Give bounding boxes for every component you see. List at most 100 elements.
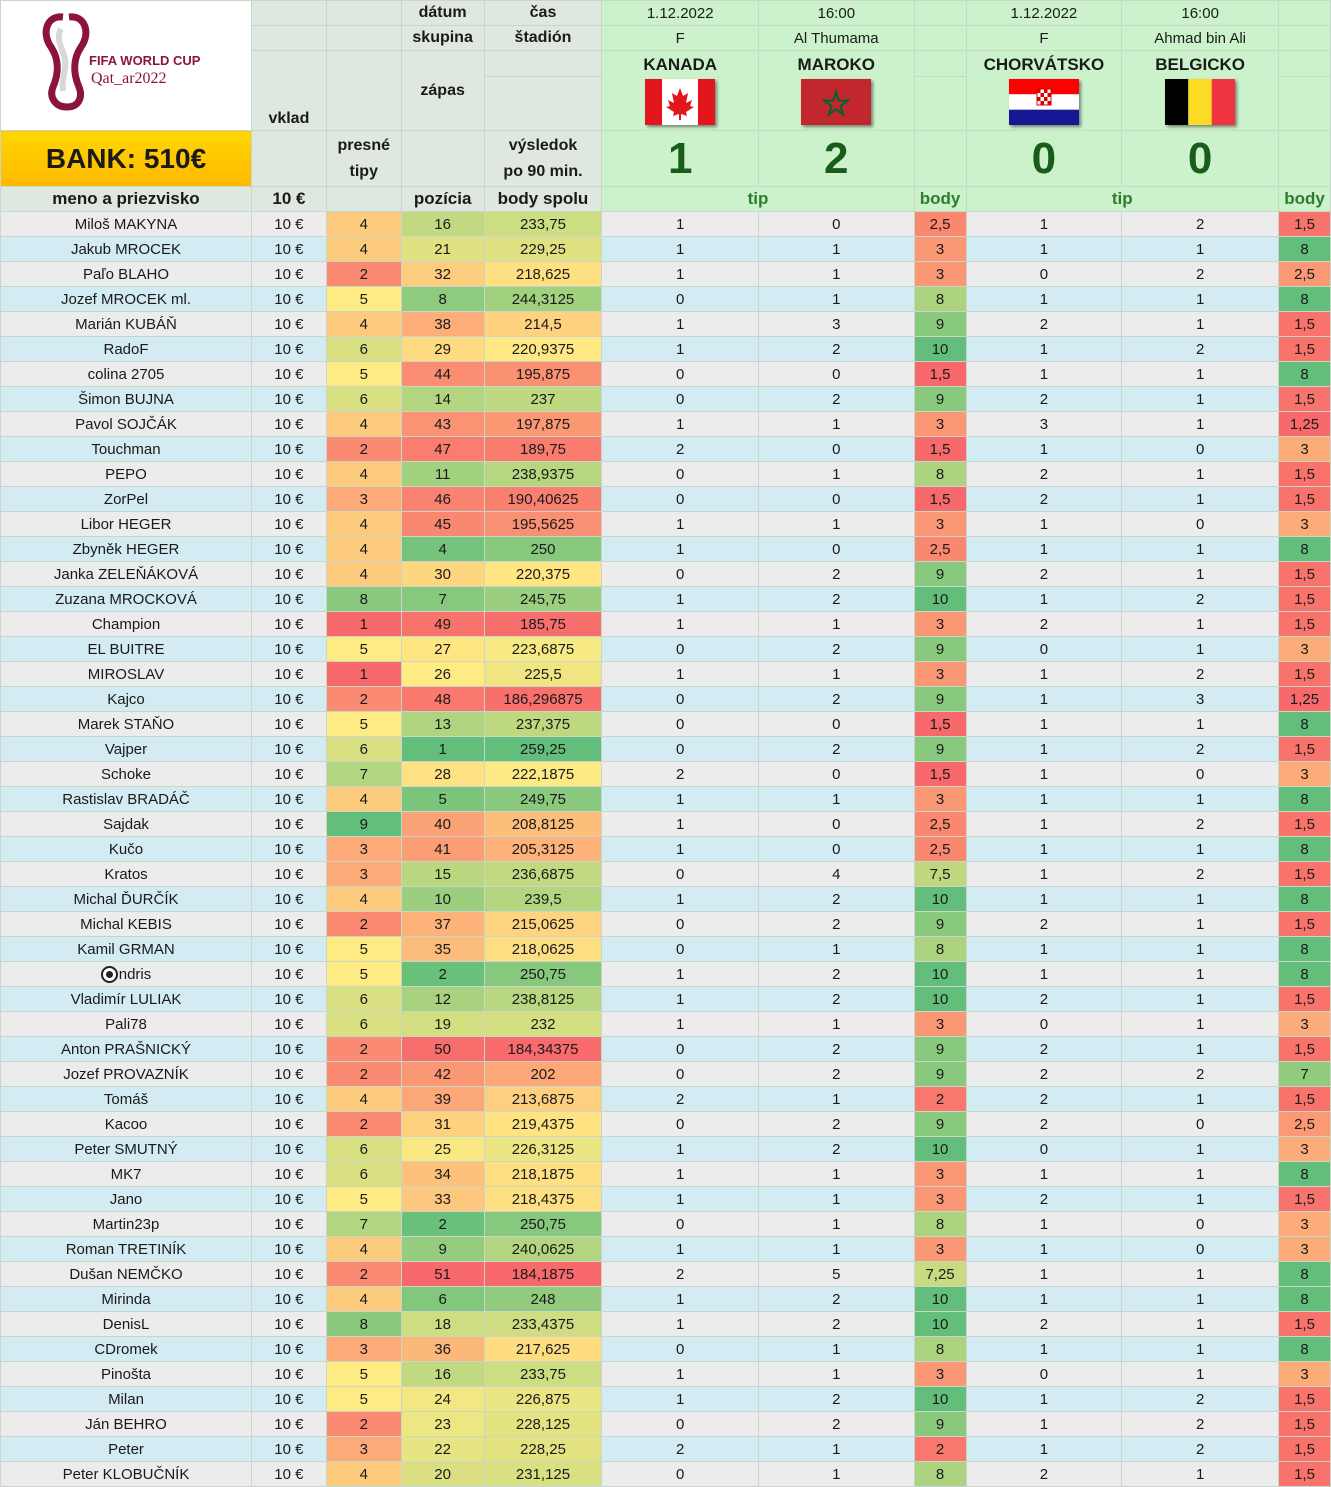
player-name: Paľo BLAHO <box>0 261 252 287</box>
player-body-m2: 1,5 <box>1277 1311 1331 1337</box>
player-body-spolu: 225,5 <box>483 661 603 687</box>
table-row: PEPO 10 €4 11 238,9375 0 1 8 2 1 1,5 <box>0 461 1331 487</box>
player-presne-tipy: 2 <box>325 686 402 712</box>
player-tip-m2-home: 1 <box>965 286 1123 312</box>
player-tip-m2-away: 1 <box>1121 1461 1279 1487</box>
player-body-m1: 3 <box>913 511 967 537</box>
belgium-flag-icon <box>1165 79 1236 125</box>
player-presne-tipy: 2 <box>325 1261 402 1287</box>
player-presne-tipy: 4 <box>325 211 402 237</box>
player-pozicia: 21 <box>400 236 485 262</box>
player-tip-m2-away: 1 <box>1121 961 1279 987</box>
player-body-m1: 10 <box>913 1136 967 1162</box>
player-pozicia: 40 <box>400 811 485 837</box>
player-vklad: 10 € <box>251 1386 327 1412</box>
player-tip-m1-home: 1 <box>601 786 759 812</box>
player-name: Schoke <box>0 761 252 787</box>
player-tip-m2-away: 1 <box>1121 1361 1279 1387</box>
player-presne-tipy: 4 <box>325 411 402 437</box>
player-name: Tomáš <box>0 1086 252 1112</box>
player-body-m2: 1,5 <box>1277 211 1331 237</box>
player-tip-m2-away: 2 <box>1121 586 1279 612</box>
player-pozicia: 2 <box>400 1211 485 1237</box>
player-tip-m1-home: 1 <box>601 886 759 912</box>
player-presne-tipy: 4 <box>325 886 402 912</box>
player-pozicia: 30 <box>400 561 485 587</box>
table-row: CDromek 10 €3 36 217,625 0 1 8 1 1 8 <box>0 1336 1331 1362</box>
player-tip-m2-away: 2 <box>1121 1436 1279 1462</box>
player-body-m2: 8 <box>1277 961 1331 987</box>
player-body-m2: 3 <box>1277 1136 1331 1162</box>
player-tip-m1-away: 0 <box>757 536 915 562</box>
player-tip-m1-away: 0 <box>757 836 915 862</box>
player-name: Pavol SOJČÁK <box>0 411 252 437</box>
table-row: Michal ĎURČÍK 10 €4 10 239,5 1 2 10 1 1 8 <box>0 886 1331 912</box>
player-body-m2: 3 <box>1277 761 1331 787</box>
player-tip-m2-home: 1 <box>965 1436 1123 1462</box>
player-tip-m1-home: 0 <box>601 1461 759 1487</box>
player-body-m2: 1,5 <box>1277 1386 1331 1412</box>
player-body-m2: 1,5 <box>1277 611 1331 637</box>
player-vklad: 10 € <box>251 1411 327 1437</box>
player-body-m1: 9 <box>913 311 967 337</box>
player-tip-m1-home: 1 <box>601 586 759 612</box>
logo-line2: Qat_ar2022 <box>91 70 167 87</box>
match2-home-team: CHORVÁTSKO <box>965 50 1123 131</box>
player-name: colina 2705 <box>0 361 252 387</box>
player-body-m1: 1,5 <box>913 711 967 737</box>
player-body-spolu: 231,125 <box>483 1461 603 1487</box>
player-tip-m1-home: 0 <box>601 911 759 937</box>
table-row: EL BUITRE 10 €5 27 223,6875 0 2 9 0 1 3 <box>0 636 1331 662</box>
player-name: Peter KLOBUČNÍK <box>0 1461 252 1487</box>
player-tip-m1-away: 2 <box>757 1386 915 1412</box>
player-vklad: 10 € <box>251 911 327 937</box>
match2-time: 16:00 <box>1121 0 1279 26</box>
player-tip-m2-home: 2 <box>965 1111 1123 1137</box>
player-body-spolu: 218,1875 <box>483 1161 603 1187</box>
player-tip-m2-home: 1 <box>965 511 1123 537</box>
player-tip-m2-away: 1 <box>1121 911 1279 937</box>
player-vklad: 10 € <box>251 1261 327 1287</box>
match2-date: 1.12.2022 <box>965 0 1123 26</box>
player-body-m2: 1,5 <box>1277 461 1331 487</box>
player-body-spolu: 250,75 <box>483 1211 603 1237</box>
player-body-m1: 8 <box>913 1336 967 1362</box>
player-tip-m1-away: 0 <box>757 711 915 737</box>
player-pozicia: 43 <box>400 411 485 437</box>
player-tip-m2-home: 1 <box>965 1236 1123 1262</box>
player-pozicia: 39 <box>400 1086 485 1112</box>
player-pozicia: 24 <box>400 1386 485 1412</box>
table-row: Milan 10 €5 24 226,875 1 2 10 1 2 1,5 <box>0 1386 1331 1412</box>
player-tip-m2-home: 2 <box>965 311 1123 337</box>
player-tip-m2-away: 2 <box>1121 336 1279 362</box>
player-tip-m1-home: 1 <box>601 536 759 562</box>
player-body-m1: 3 <box>913 1161 967 1187</box>
player-pozicia: 26 <box>400 661 485 687</box>
player-pozicia: 27 <box>400 636 485 662</box>
player-tip-m1-home: 2 <box>601 436 759 462</box>
player-body-m2: 1,5 <box>1277 311 1331 337</box>
player-body-spolu: 237,375 <box>483 711 603 737</box>
player-tip-m2-home: 2 <box>965 1311 1123 1337</box>
player-body-spolu: 238,8125 <box>483 986 603 1012</box>
player-presne-tipy: 5 <box>325 1186 402 1212</box>
player-name: Kamil GRMAN <box>0 936 252 962</box>
player-body-spolu: 202 <box>483 1061 603 1087</box>
player-tip-m2-away: 1 <box>1121 1336 1279 1362</box>
player-tip-m2-home: 1 <box>965 336 1123 362</box>
player-name: Michal ĎURČÍK <box>0 886 252 912</box>
player-body-m1: 10 <box>913 986 967 1012</box>
player-body-m2: 3 <box>1277 436 1331 462</box>
player-presne-tipy: 2 <box>325 1061 402 1087</box>
player-body-m1: 1,5 <box>913 761 967 787</box>
player-vklad: 10 € <box>251 1211 327 1237</box>
player-name: Jano <box>0 1186 252 1212</box>
player-body-spolu: 237 <box>483 386 603 412</box>
player-tip-m2-away: 2 <box>1121 261 1279 287</box>
player-pozicia: 50 <box>400 1036 485 1062</box>
player-tip-m1-home: 1 <box>601 961 759 987</box>
match1-home-score: 1 <box>601 130 759 187</box>
player-pozicia: 38 <box>400 311 485 337</box>
player-body-spolu: 184,34375 <box>483 1036 603 1062</box>
player-tip-m1-home: 0 <box>601 1036 759 1062</box>
